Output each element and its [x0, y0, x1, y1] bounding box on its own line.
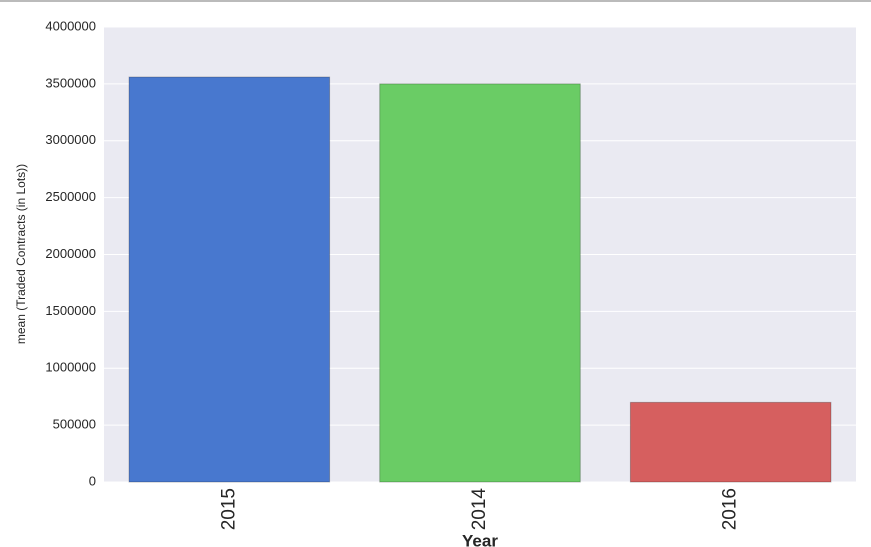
y-tick-label: 1500000 — [45, 303, 96, 318]
y-tick-label: 3500000 — [45, 75, 96, 90]
x-axis-label: Year — [462, 531, 498, 547]
y-tick-label: 4000000 — [45, 18, 96, 33]
y-tick-label: 500000 — [53, 417, 96, 432]
x-tick-label: 2016 — [720, 488, 741, 530]
bar — [629, 401, 832, 483]
bar — [128, 76, 331, 483]
y-tick-label: 0 — [89, 473, 96, 488]
y-axis-label: mean (Traded Contracts (in Lots)) — [14, 164, 28, 344]
x-tick-label: 2014 — [469, 488, 490, 531]
y-tick-label: 3000000 — [45, 132, 96, 147]
bar — [379, 83, 581, 483]
y-tick-label: 2500000 — [45, 189, 96, 204]
y-tick-label: 1000000 — [45, 360, 96, 375]
top-border — [0, 0, 871, 2]
y-tick-label: 2000000 — [45, 246, 96, 261]
x-tick-label: 2015 — [218, 488, 239, 530]
